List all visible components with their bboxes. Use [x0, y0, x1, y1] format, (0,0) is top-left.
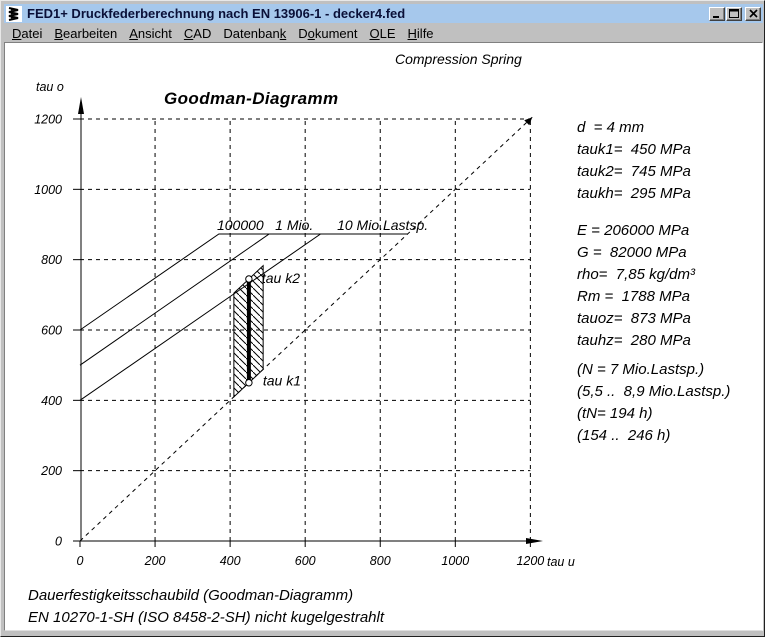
title-bar[interactable]: FED1+ Druckfederberechnung nach EN 13906…	[4, 4, 763, 23]
results-line: tauk2= 745 MPa	[577, 163, 691, 180]
close-button[interactable]	[745, 6, 761, 21]
window-controls	[708, 6, 761, 21]
maximize-button[interactable]	[726, 6, 742, 21]
results-line: d = 4 mm	[577, 119, 645, 136]
results-line: G = 82000 MPa	[577, 244, 687, 261]
corner-label: Compression Spring	[395, 51, 522, 67]
caption-line: Dauerfestigkeitsschaubild (Goodman-Diagr…	[28, 587, 354, 604]
results-line: rho= 7,85 kg/dm³	[577, 266, 695, 283]
spring-icon	[6, 5, 22, 22]
menu-item-datenbank[interactable]: Datenbank	[223, 25, 287, 41]
menu-item-bearbeiten[interactable]: Bearbeiten	[54, 25, 118, 41]
menu-item-dokument[interactable]: Dokument	[298, 25, 358, 41]
maximize-icon	[729, 9, 739, 18]
results-line: tauk1= 450 MPa	[577, 141, 691, 158]
results-line: tauoz= 873 MPa	[577, 310, 691, 327]
results-line: (N = 7 Mio.Lastsp.)	[577, 361, 705, 378]
results-line: (5,5 .. 8,9 Mio.Lastsp.)	[577, 383, 731, 400]
minimize-icon	[713, 16, 719, 18]
menu-item-ole[interactable]: OLE	[369, 25, 396, 41]
results-group-3: (N = 7 Mio.Lastsp.) (5,5 .. 8,9 Mio.Lasts…	[577, 359, 730, 447]
results-line: (tN= 194 h)	[577, 405, 653, 422]
results-line: tauhz= 280 MPa	[577, 332, 691, 349]
minimize-button[interactable]	[709, 6, 725, 21]
results-line: taukh= 295 MPa	[577, 185, 691, 202]
results-line: Rm = 1788 MPa	[577, 288, 690, 305]
menu-item-datei[interactable]: Datei	[12, 25, 43, 41]
caption-line: EN 10270-1-SH (ISO 8458-2-SH) nicht kuge…	[28, 609, 385, 626]
results-group-2: E = 206000 MPa G = 82000 MPa rho= 7,85 kg/…	[577, 220, 730, 352]
menu-item-hilfe[interactable]: Hilfe	[407, 25, 434, 41]
menu-bar: Datei Bearbeiten Ansicht CAD Datenbank Dokume…	[4, 24, 763, 42]
caption-block: Dauerfestigkeitsschaubild (Goodman-Diagr…	[28, 585, 384, 629]
results-panel: d = 4 mm tauk1= 450 MPa tauk2= 745 MPa tauk…	[577, 117, 730, 447]
results-line: (154 .. 246 h)	[577, 427, 671, 444]
close-icon	[748, 9, 758, 18]
menu-item-cad[interactable]: CAD	[183, 25, 212, 41]
window-title: FED1+ Druckfederberechnung nach EN 13906…	[27, 6, 406, 21]
chart-title: Goodman-Diagramm	[164, 89, 339, 108]
results-line: E = 206000 MPa	[577, 222, 690, 239]
menu-item-ansicht[interactable]: Ansicht	[129, 25, 172, 41]
results-group-1: d = 4 mm tauk1= 450 MPa tauk2= 745 MPa tauk…	[577, 117, 730, 205]
